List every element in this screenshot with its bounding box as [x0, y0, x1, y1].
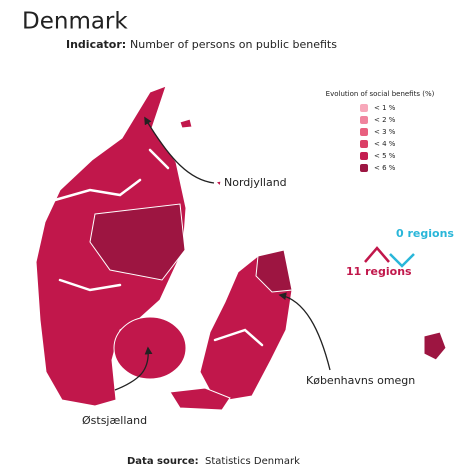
legend-title: Evolution of social benefits (%) — [326, 90, 435, 98]
title: Denmark — [22, 9, 128, 35]
arrow — [114, 346, 153, 391]
trend-down: 0 regions — [396, 227, 454, 240]
map — [35, 85, 447, 411]
bornholm — [423, 331, 447, 361]
north-zealand — [255, 249, 293, 293]
legend-swatch — [360, 164, 368, 172]
arrow — [144, 116, 215, 184]
source-text: Statistics Denmark — [205, 456, 300, 467]
up-chevron — [364, 246, 390, 263]
legend-label: < 4 % — [374, 140, 396, 148]
central-jutland — [89, 203, 186, 281]
legend: < 1 % < 2 % < 3 % < 4 % < 5 % < 6 % — [360, 104, 396, 172]
down-chevron — [389, 253, 415, 268]
legend-swatch — [360, 128, 368, 136]
indicator-label: Indicator: — [66, 38, 126, 51]
annotation: Østsjælland — [82, 414, 147, 427]
legend-swatch — [360, 104, 368, 112]
fjord — [148, 148, 170, 170]
funen — [113, 316, 187, 380]
islet — [179, 118, 193, 129]
indicator-text: Number of persons on public benefits — [130, 38, 337, 51]
legend-label: < 2 % — [374, 116, 396, 124]
fjord — [58, 278, 122, 292]
fjord — [53, 178, 142, 202]
legend-label: < 5 % — [374, 152, 396, 160]
legend-swatch — [360, 152, 368, 160]
legend-label: < 3 % — [374, 128, 396, 136]
trend-up: 11 regions — [346, 265, 412, 278]
legend-swatch — [360, 116, 368, 124]
legend-label: < 6 % — [374, 164, 396, 172]
fjord — [213, 328, 264, 347]
lolland — [169, 387, 231, 411]
annotation: Københavns omegn — [306, 374, 415, 387]
islet — [214, 180, 222, 188]
annotation: Nordjylland — [224, 176, 287, 189]
source-label: Data source: — [127, 456, 199, 467]
arrow — [278, 292, 331, 371]
legend-swatch — [360, 140, 368, 148]
legend-label: < 1 % — [374, 104, 396, 112]
